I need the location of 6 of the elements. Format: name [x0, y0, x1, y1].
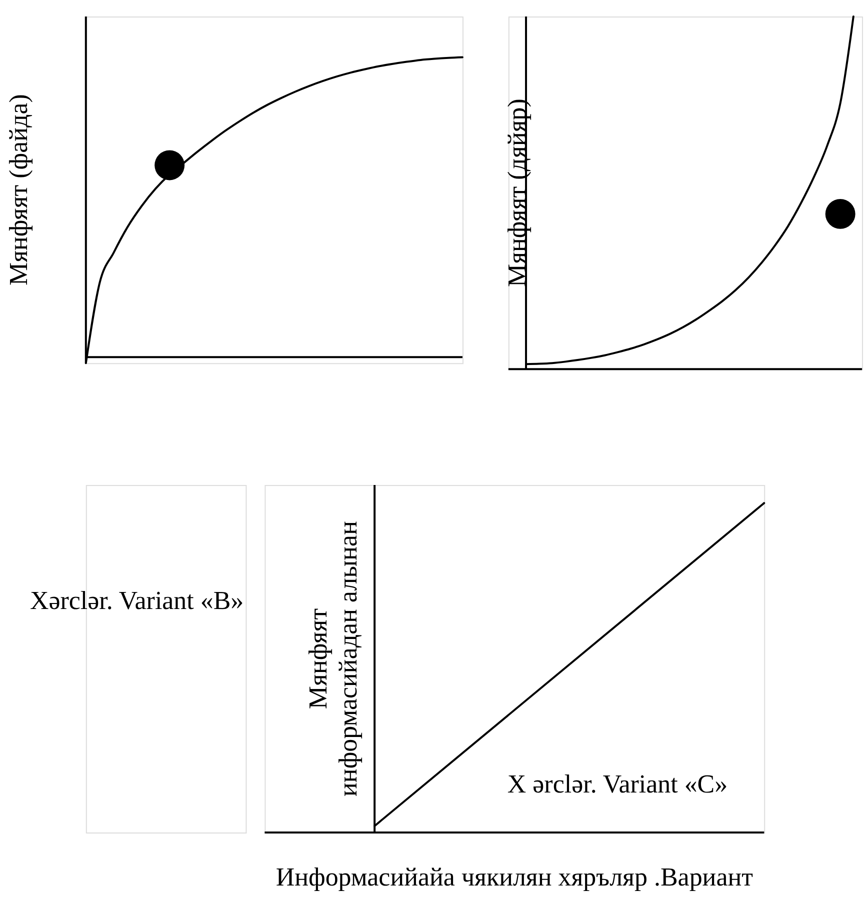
y-axis-title: Мянфяят (дяйяр) — [502, 98, 532, 288]
y-axis-title: Мянфяят (файда) — [4, 94, 33, 286]
text: Xərclər. Variant «B» — [30, 586, 244, 615]
annotation: X ərclər. Variant «C» — [507, 770, 728, 799]
x-axis-title: Информасийайа чякилян хяръляр .Вариант — [276, 862, 753, 892]
y-axis-title: Мянфяят информасийадан алынан — [304, 520, 362, 796]
